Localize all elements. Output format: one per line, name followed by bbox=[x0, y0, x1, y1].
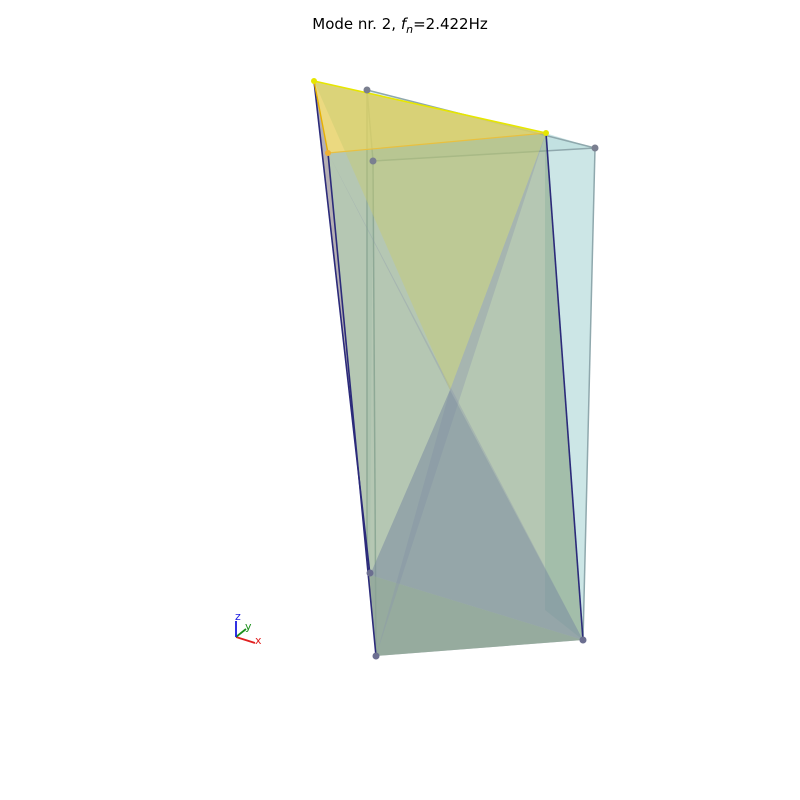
node bbox=[311, 78, 317, 84]
axis-x-line bbox=[235, 636, 256, 644]
node bbox=[369, 157, 377, 165]
node bbox=[325, 150, 331, 156]
node bbox=[366, 569, 374, 577]
figure-title: Mode nr. 2, fn=2.422Hz bbox=[312, 15, 488, 36]
nodes bbox=[311, 78, 599, 660]
node bbox=[543, 130, 549, 136]
top-face bbox=[314, 81, 546, 153]
node bbox=[591, 144, 599, 152]
lower-wedge bbox=[370, 390, 583, 640]
axis-x-label: x bbox=[255, 634, 262, 647]
node bbox=[372, 652, 380, 660]
title-subscript: n bbox=[406, 23, 413, 36]
axis-z-label: z bbox=[235, 610, 241, 623]
node bbox=[579, 636, 587, 644]
title-value: =2.422Hz bbox=[413, 15, 488, 33]
axis-y-line bbox=[235, 628, 247, 638]
title-symbol: f bbox=[401, 15, 409, 33]
node bbox=[363, 86, 371, 94]
axis-y-label: y bbox=[245, 620, 252, 633]
deformed-edge bbox=[545, 132, 584, 641]
axis-triad: x y z bbox=[235, 610, 262, 647]
title-prefix: Mode nr. 2, bbox=[312, 15, 401, 33]
highlight-edge bbox=[313, 80, 547, 134]
diagonal-face-a bbox=[328, 153, 583, 640]
deformed-shape bbox=[313, 80, 584, 657]
highlight-edge bbox=[327, 132, 547, 154]
highlight-edge bbox=[313, 80, 329, 154]
undeformed-edge bbox=[582, 147, 596, 641]
